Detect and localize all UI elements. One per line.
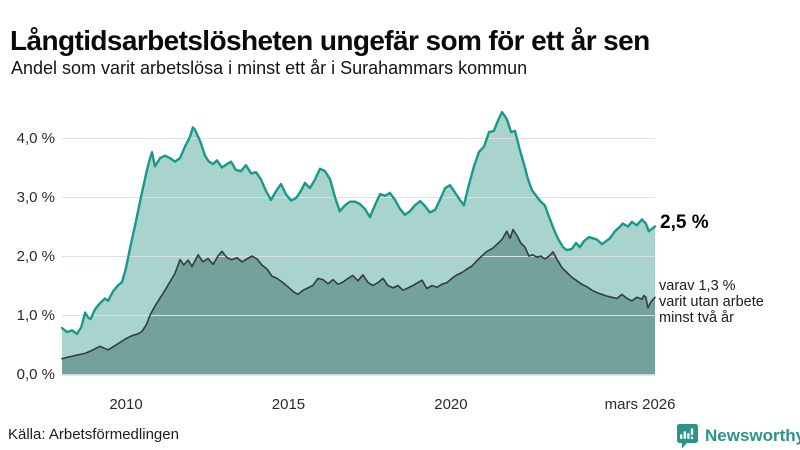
subset-annotation: varav 1,3 % varit utan arbete minst två … [659,278,764,326]
y-tick-label: 0,0 % [17,366,55,383]
x-tick-label: 2020 [434,396,467,413]
subset-annotation-line: varit utan arbete [659,294,764,310]
chart-subtitle: Andel som varit arbetslösa i minst ett å… [11,58,528,78]
x-tick-label: 2015 [272,396,305,413]
source-label: Källa: Arbetsförmedlingen [8,426,179,443]
y-tick-label: 4,0 % [17,130,55,147]
subset-annotation-line: varav 1,3 % [659,278,736,294]
line-total [60,110,657,336]
y-tick-label: 3,0 % [17,189,55,206]
x-tick-label: 2010 [109,396,142,413]
y-tick-label: 1,0 % [17,307,55,324]
newsworthy-icon [677,424,698,449]
x-tick-label: mars 2026 [605,396,676,413]
page-title: Långtidsarbetslösheten ungefär som för e… [10,24,650,56]
subset-annotation-line: minst två år [659,310,734,326]
y-tick-label: 2,0 % [17,248,55,265]
area-two_plus_years [62,229,655,374]
latest-value-label: 2,5 % [660,212,709,233]
newsworthy-wordmark: Newsworthy [705,426,800,445]
line-two_plus_years [61,228,656,360]
newsworthy-logo[interactable]: Newsworthy [674,423,800,449]
